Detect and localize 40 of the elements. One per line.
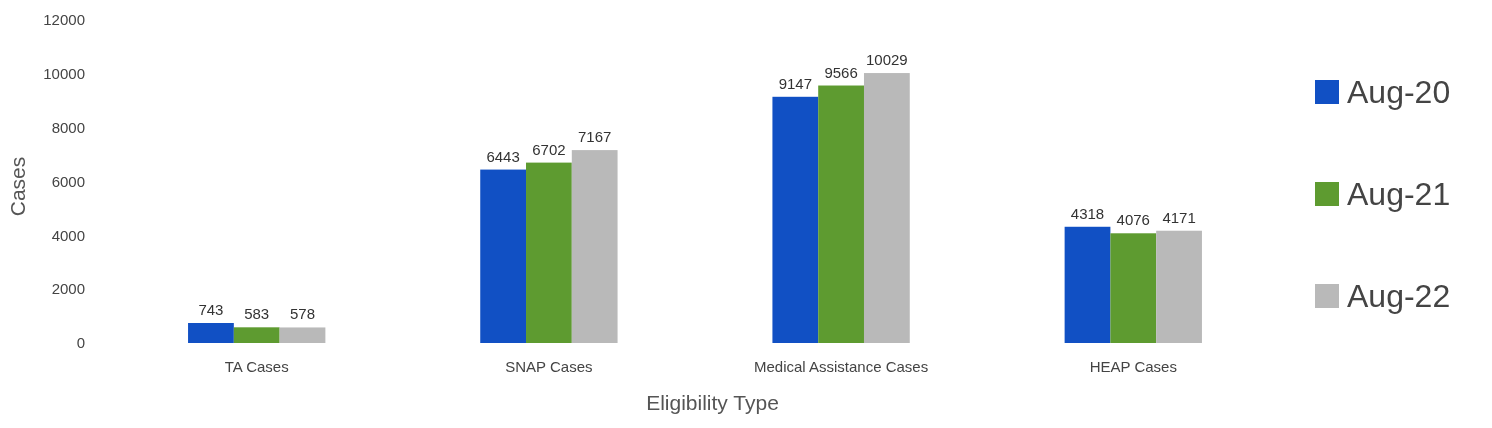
- y-tick-label: 0: [76, 334, 85, 352]
- y-tick-label: 4000: [51, 226, 85, 244]
- x-tick-label: HEAP Cases: [1089, 358, 1177, 375]
- data-label: 9147: [778, 74, 813, 92]
- legend-label: Aug-21: [1347, 176, 1451, 213]
- legend-label: Aug-20: [1347, 74, 1451, 111]
- bar: [818, 85, 864, 343]
- data-label: 9566: [824, 63, 858, 81]
- bar: [1110, 233, 1157, 343]
- y-axis-title: Cases: [6, 156, 29, 217]
- data-label: 6702: [532, 140, 566, 158]
- y-tick-label: 10000: [43, 65, 85, 83]
- bar: [233, 327, 280, 343]
- bar: [1064, 226, 1111, 343]
- x-tick-label: SNAP Cases: [505, 358, 593, 375]
- data-label: 583: [244, 305, 270, 323]
- bar: [526, 162, 572, 343]
- data-label: 6443: [486, 147, 520, 165]
- y-tick-label: 2000: [51, 280, 85, 298]
- bar: [571, 150, 618, 343]
- bar: [863, 73, 910, 343]
- x-tick-label: TA Cases: [224, 358, 289, 375]
- data-label: 4076: [1116, 211, 1150, 229]
- x-axis-title: Eligibility Type: [646, 391, 779, 414]
- bar: [480, 169, 527, 343]
- bar: [279, 327, 326, 343]
- data-label: 10029: [866, 51, 908, 69]
- data-label: 743: [198, 301, 224, 318]
- x-tick-label: Medical Assistance Cases: [753, 358, 929, 375]
- y-tick-label: 8000: [51, 118, 85, 136]
- bar: [188, 323, 234, 343]
- bar: [772, 96, 819, 343]
- data-label: 4318: [1070, 204, 1105, 222]
- bar: [1156, 230, 1202, 343]
- data-label: 7167: [577, 128, 612, 146]
- data-label: 4171: [1162, 208, 1196, 226]
- y-tick-label: 12000: [43, 11, 85, 29]
- data-label: 578: [289, 305, 316, 323]
- y-tick-label: 6000: [51, 172, 85, 190]
- legend-label: Aug-22: [1347, 278, 1451, 315]
